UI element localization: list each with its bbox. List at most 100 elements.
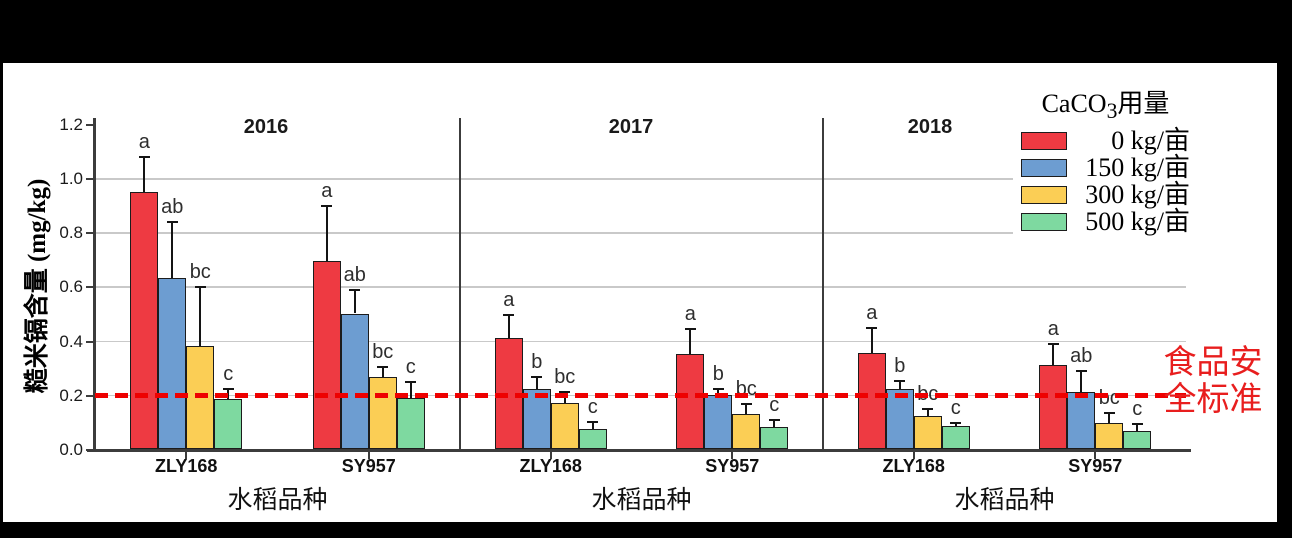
error-bar-line xyxy=(773,419,776,428)
error-bar-line xyxy=(507,313,510,338)
bar xyxy=(214,398,243,449)
legend-item-label: 500 kg/亩 xyxy=(1085,206,1190,236)
gridline xyxy=(95,340,1186,343)
y-tick-mark xyxy=(86,232,93,235)
significance-letter: a xyxy=(866,302,878,325)
y-tick-label: 1.2 xyxy=(59,114,83,134)
error-bar-line xyxy=(954,421,957,426)
x-tick-mark xyxy=(549,451,552,459)
y-tick-mark xyxy=(86,123,93,126)
error-bar-cap xyxy=(866,327,878,330)
significance-letter: b xyxy=(712,363,724,386)
legend-item: 500 kg/亩 xyxy=(1013,208,1198,235)
error-bar-cap xyxy=(166,221,178,224)
error-bar-line xyxy=(143,156,146,192)
error-bar-cap xyxy=(349,289,361,292)
significance-letter: c xyxy=(405,356,416,379)
y-tick-mark xyxy=(86,286,93,289)
significance-letter: bc xyxy=(554,365,576,388)
error-bar-line xyxy=(591,420,594,429)
x-axis-line xyxy=(87,449,1191,452)
error-bar-cap xyxy=(1075,370,1087,373)
x-axis-title: 水稻品种 xyxy=(591,487,692,514)
significance-letter: c xyxy=(587,395,598,418)
bar xyxy=(578,428,607,449)
error-bar-cap xyxy=(768,419,780,422)
error-bar-line xyxy=(325,205,328,261)
error-bar-cap xyxy=(222,388,234,391)
error-bar-cap xyxy=(194,286,206,289)
bar xyxy=(130,191,159,449)
panel-separator xyxy=(822,118,824,449)
bar xyxy=(550,402,579,449)
error-bar-line xyxy=(1136,423,1139,432)
variety-tick-label: ZLY168 xyxy=(519,456,582,476)
error-bar-cap xyxy=(405,381,417,384)
legend-swatch xyxy=(1021,158,1067,177)
error-bar-line xyxy=(535,375,538,390)
significance-letter: c xyxy=(223,363,234,386)
error-bar-line xyxy=(409,381,412,398)
bar xyxy=(885,389,914,449)
bar xyxy=(158,278,187,449)
bar xyxy=(312,260,341,449)
error-bar-cap xyxy=(531,375,543,378)
legend-item-label: 300 kg/亩 xyxy=(1085,179,1190,209)
panel-year-label: 2018 xyxy=(907,116,953,138)
significance-letter: bc xyxy=(372,341,394,364)
significance-letter: c xyxy=(769,394,780,417)
legend-title-subscript: 3 xyxy=(1106,99,1118,124)
y-tick-label: 1.0 xyxy=(59,169,83,188)
legend: CaCO3用量 0 kg/亩 150 kg/亩 300 kg/亩 500 kg/亩 xyxy=(1013,81,1198,253)
x-axis-title: 水稻品种 xyxy=(227,487,328,514)
error-bar-line xyxy=(689,328,692,355)
bar xyxy=(732,413,761,449)
gridline xyxy=(95,178,1186,180)
variety-tick-label: ZLY168 xyxy=(882,456,945,476)
legend-item: 150 kg/亩 xyxy=(1013,154,1198,181)
variety-tick-label: ZLY168 xyxy=(155,456,218,476)
significance-letter: a xyxy=(1047,318,1059,341)
reference-line xyxy=(95,392,1186,398)
significance-letter: bc xyxy=(189,261,211,284)
bar xyxy=(857,352,886,449)
bar xyxy=(704,394,733,449)
error-bar-line xyxy=(898,379,901,390)
food-safety-standard-label: 食品安 全标准 xyxy=(1151,345,1275,419)
error-bar-cap xyxy=(1103,412,1115,415)
error-bar-cap xyxy=(138,156,150,159)
y-tick-label: 0.0 xyxy=(59,440,83,459)
panel-year-label: 2016 xyxy=(243,116,289,138)
error-bar-line xyxy=(870,327,873,353)
legend-swatch xyxy=(1021,131,1067,150)
bar xyxy=(340,313,369,449)
error-bar-cap xyxy=(950,421,962,424)
error-bar-cap xyxy=(559,390,571,393)
error-bar-line xyxy=(1080,370,1083,393)
bar xyxy=(760,427,789,449)
error-bar-cap xyxy=(894,379,906,382)
bar xyxy=(1039,364,1068,449)
bar xyxy=(676,354,705,449)
significance-letter: a xyxy=(321,180,333,203)
bar xyxy=(522,389,551,449)
variety-tick-label: SY957 xyxy=(705,456,760,476)
x-tick-mark xyxy=(367,451,370,459)
legend-title: CaCO3用量 xyxy=(1013,89,1198,127)
figure-panel: 2016 a ab bc c ZLY168 a ab bc c SY957 水稻品种 2017 a b bc c… xyxy=(3,63,1277,522)
error-bar-line xyxy=(353,289,356,314)
x-tick-mark xyxy=(1094,451,1097,459)
y-tick-label: 0.8 xyxy=(59,223,83,243)
significance-letter: a xyxy=(503,288,515,311)
y-tick-mark xyxy=(86,178,93,180)
error-bar-cap xyxy=(684,328,696,331)
significance-letter: ab xyxy=(1070,345,1093,368)
error-bar-line xyxy=(1108,412,1111,424)
legend-item: 0 kg/亩 xyxy=(1013,127,1198,154)
legend-item: 300 kg/亩 xyxy=(1013,181,1198,208)
error-bar-line xyxy=(745,402,748,414)
bar xyxy=(913,416,942,449)
error-bar-line xyxy=(926,408,929,417)
grouped-bar-chart: 2016 a ab bc c ZLY168 a ab bc c SY957 水稻品种 2017 a b bc c… xyxy=(3,63,1277,522)
